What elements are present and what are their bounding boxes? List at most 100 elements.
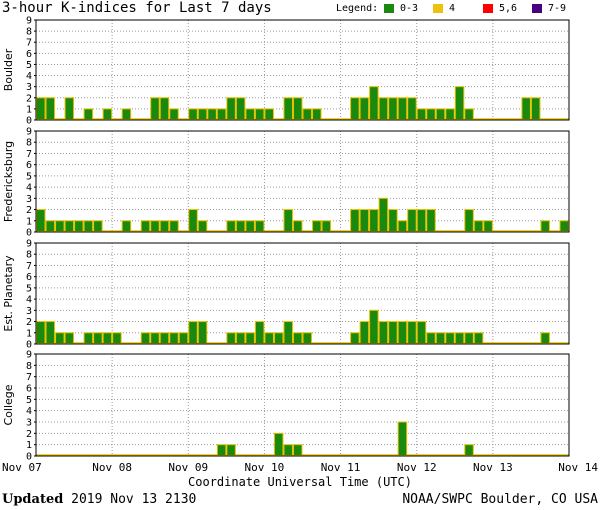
y-tick-label: 9	[26, 16, 32, 27]
k-index-bar	[445, 108, 455, 120]
k-index-bar	[435, 108, 446, 120]
k-index-bar	[312, 220, 322, 232]
updated-timestamp: Updated 2019 Nov 13 2130	[2, 492, 197, 507]
x-tick-label: Nov 08	[92, 461, 132, 474]
k-index-bar	[369, 209, 379, 233]
k-index-bar	[378, 197, 389, 232]
k-index-bar	[197, 108, 208, 120]
y-tick-label: 3	[26, 306, 32, 317]
k-index-bar	[159, 332, 170, 344]
k-index-bar	[426, 209, 436, 233]
k-index-bar	[150, 332, 160, 344]
k-index-bar	[254, 220, 265, 232]
y-tick-label: 9	[26, 239, 32, 250]
k-index-bar	[397, 421, 408, 456]
y-tick-label: 1	[26, 440, 32, 451]
k-index-bar	[235, 332, 246, 344]
k-index-bar	[36, 321, 46, 344]
k-index-bar	[74, 220, 84, 232]
k-index-bar	[273, 432, 284, 457]
k-index-bar	[435, 332, 446, 344]
panel-label-college: College	[2, 384, 15, 425]
k-index-bar	[369, 86, 379, 120]
y-tick-label: 4	[26, 71, 32, 82]
y-tick-label: 2	[26, 317, 32, 328]
y-tick-label: 4	[26, 295, 32, 306]
y-tick-label: 8	[26, 250, 32, 261]
k-index-bar	[521, 97, 531, 120]
k-index-bar	[454, 332, 465, 344]
legend-label: Legend:	[336, 3, 379, 14]
y-tick-label: 0	[26, 340, 32, 351]
k-index-bar	[378, 321, 389, 344]
x-tick-label: Nov 11	[321, 461, 361, 474]
k-index-bar	[407, 209, 417, 233]
legend-swatch-0-3	[384, 4, 394, 13]
k-index-bar	[150, 220, 160, 232]
y-tick-label: 6	[26, 272, 32, 283]
k-index-bar	[150, 97, 160, 120]
y-tick-label: 8	[26, 138, 32, 149]
k-index-bar	[312, 108, 322, 120]
y-tick-label: 4	[26, 183, 32, 194]
legend-text-0-3: 0-3	[400, 3, 419, 14]
panel-border	[35, 353, 570, 457]
k-index-bar	[102, 108, 113, 120]
k-index-bar	[197, 321, 208, 344]
y-tick-label: 9	[26, 127, 32, 138]
k-index-bar	[473, 332, 484, 344]
k-index-bar	[283, 97, 293, 120]
k-index-bar	[264, 332, 274, 344]
x-axis-label: Coordinate Universal Time (UTC)	[188, 475, 412, 489]
legend-swatch-4	[433, 4, 443, 13]
y-tick-label: 1	[26, 216, 32, 227]
k-index-bar	[388, 97, 398, 120]
k-index-bar	[235, 220, 246, 232]
y-tick-label: 5	[26, 395, 32, 406]
k-index-bar	[302, 108, 313, 120]
k-index-bar	[121, 108, 132, 120]
k-index-bar	[254, 321, 265, 344]
k-index-bar	[473, 220, 484, 232]
k-index-bar	[169, 108, 179, 120]
y-tick-label: 6	[26, 384, 32, 395]
k-index-bar	[388, 321, 398, 344]
x-tick-label: Nov 07	[2, 461, 42, 474]
k-index-bar	[292, 444, 303, 456]
y-tick-label: 0	[26, 228, 32, 239]
k-index-bar	[121, 220, 132, 232]
y-tick-label: 9	[26, 350, 32, 361]
k-index-bar	[292, 97, 303, 120]
k-index-bar	[83, 108, 94, 120]
k-index-bar	[245, 332, 255, 344]
k-index-bar	[188, 108, 198, 120]
k-index-bar	[283, 444, 293, 456]
k-index-bar	[55, 332, 65, 344]
k-index-bar	[359, 209, 370, 233]
k-index-bar	[350, 332, 360, 344]
k-index-bar	[197, 220, 208, 232]
k-index-bar	[45, 321, 56, 344]
k-index-bar	[159, 220, 170, 232]
k-index-bar	[292, 332, 303, 344]
k-index-bar	[140, 332, 151, 344]
k-index-bar	[64, 220, 75, 232]
y-tick-label: 8	[26, 361, 32, 372]
panel-border	[35, 130, 570, 233]
k-index-bar	[188, 321, 198, 344]
y-tick-label: 7	[26, 149, 32, 160]
k-index-bar	[226, 332, 236, 344]
k-index-bar	[264, 108, 274, 120]
y-tick-label: 1	[26, 104, 32, 115]
k-index-bar	[188, 209, 198, 233]
k-index-bar	[416, 209, 427, 233]
k-index-bar	[45, 97, 56, 120]
k-index-bar	[407, 321, 417, 344]
k-index-bar	[283, 209, 293, 233]
k-index-bar	[464, 444, 474, 456]
k-index-bar	[102, 332, 113, 344]
k-index-bar	[207, 108, 217, 120]
k-index-bar	[540, 332, 550, 344]
y-tick-label: 0	[26, 116, 32, 127]
